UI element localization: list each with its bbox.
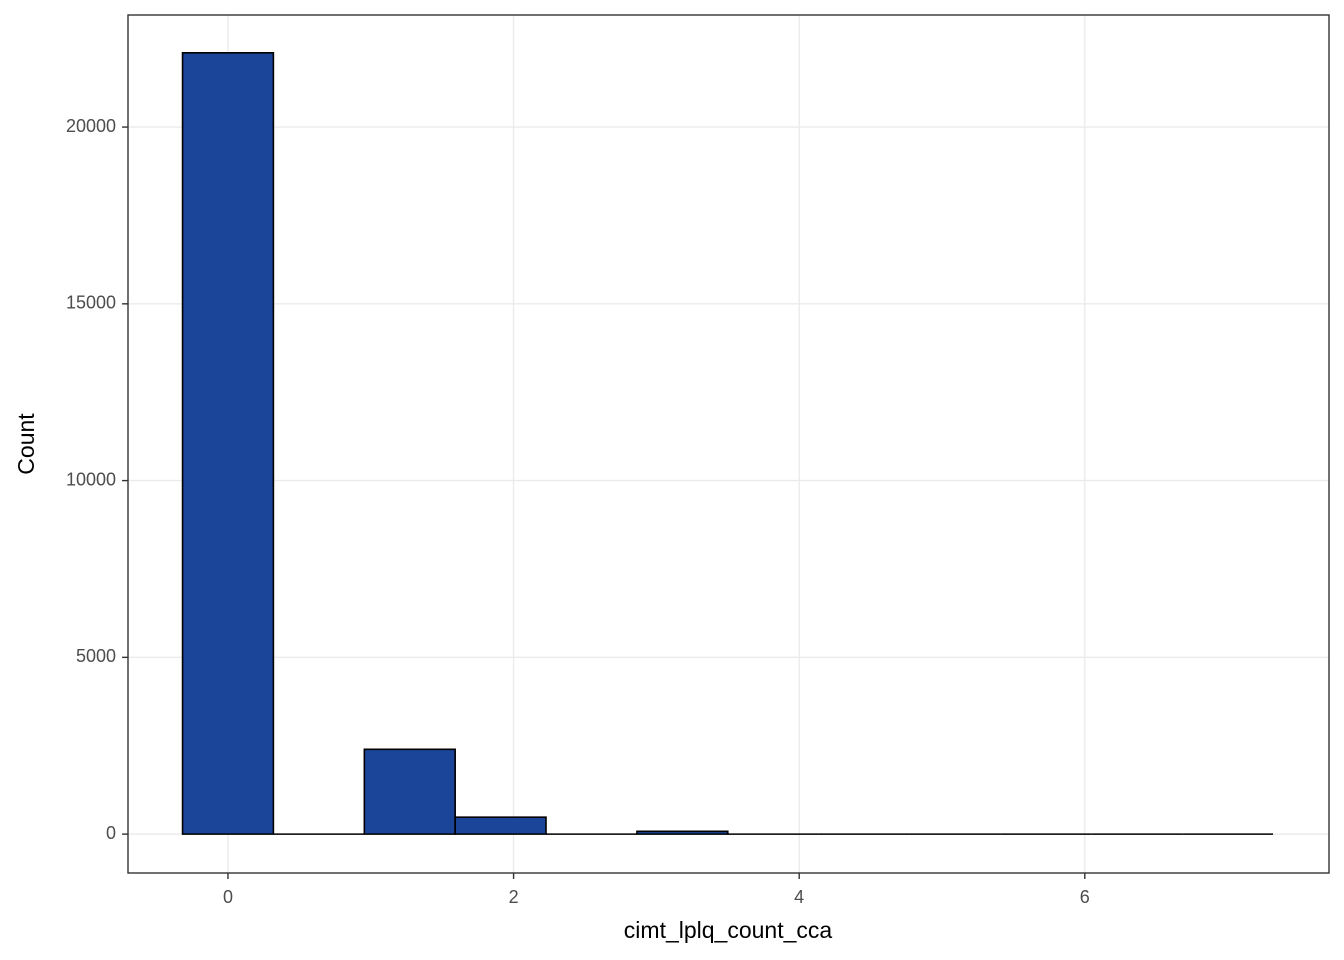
panel-border: [127, 14, 1330, 874]
y-tick-label: 15000: [66, 293, 116, 313]
y-tick-label: 0: [106, 823, 116, 843]
y-tick-label: 10000: [66, 469, 116, 489]
x-tick-label: 2: [509, 887, 519, 907]
bar: [363, 748, 456, 835]
y-tick-label: 20000: [66, 116, 116, 136]
x-tick-label: 6: [1080, 887, 1090, 907]
bar: [636, 830, 729, 835]
y-axis-title: Count: [13, 413, 39, 475]
y-tick-label: 5000: [76, 646, 116, 666]
bar: [181, 52, 275, 835]
bar: [454, 816, 547, 835]
x-tick-label: 4: [794, 887, 804, 907]
x-axis-title: cimt_lplq_count_cca: [624, 917, 833, 943]
x-tick-label: 0: [223, 887, 233, 907]
